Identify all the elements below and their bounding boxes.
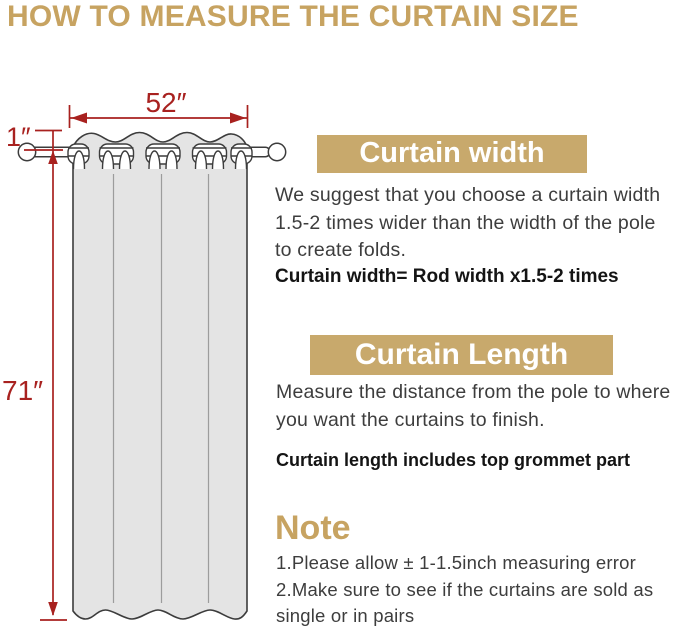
curtain-length-description: Measure the distance from the pole to wh…: [276, 381, 671, 431]
grommet-slot: [191, 143, 228, 170]
width-dimension-label: 52″: [145, 87, 186, 118]
grommet-slot: [145, 143, 181, 170]
rod-finial-left: [17, 142, 37, 162]
curtain-length-heading: Curtain Length: [310, 335, 613, 375]
curtain-width-heading: Curtain width: [317, 135, 587, 173]
grommet-slot: [230, 143, 253, 170]
curtain-width-description: We suggest that you choose a curtain wid…: [275, 184, 661, 261]
grommet-dimension-label: 1″: [6, 122, 31, 152]
grommet-slot: [98, 143, 135, 170]
curtain-panel: [72, 131, 248, 620]
length-dimension-label: 71″: [2, 375, 43, 406]
curtain-fold-lines: [112, 174, 210, 603]
length-arrow-down: [48, 602, 58, 616]
length-dimension: [40, 130, 67, 621]
grommet-slots: [67, 143, 253, 170]
note-list: 1.Please allow ± 1-1.5inch measuring err…: [276, 550, 679, 628]
page-title: HOW TO MEASURE THE CURTAIN SIZE: [7, 0, 579, 33]
width-dimension: [68, 105, 249, 128]
note-item: 1.Please allow ± 1-1.5inch measuring err…: [276, 552, 636, 573]
width-arrow-right: [230, 112, 246, 124]
curtain-measurement-diagram: 52″ 1″ 71″: [2, 87, 287, 621]
note-heading: Note: [275, 509, 351, 547]
curtain-length-formula: Curtain length includes top grommet part: [276, 450, 631, 470]
curtain-width-formula: Curtain width= Rod width x1.5-2 times: [275, 266, 619, 287]
note-item: 2.Make sure to see if the curtains are s…: [276, 578, 654, 627]
grommet-slot: [67, 143, 90, 170]
grommet-dimension: [24, 129, 63, 151]
rod-finial-right: [267, 142, 287, 162]
width-arrow-left: [71, 112, 87, 124]
